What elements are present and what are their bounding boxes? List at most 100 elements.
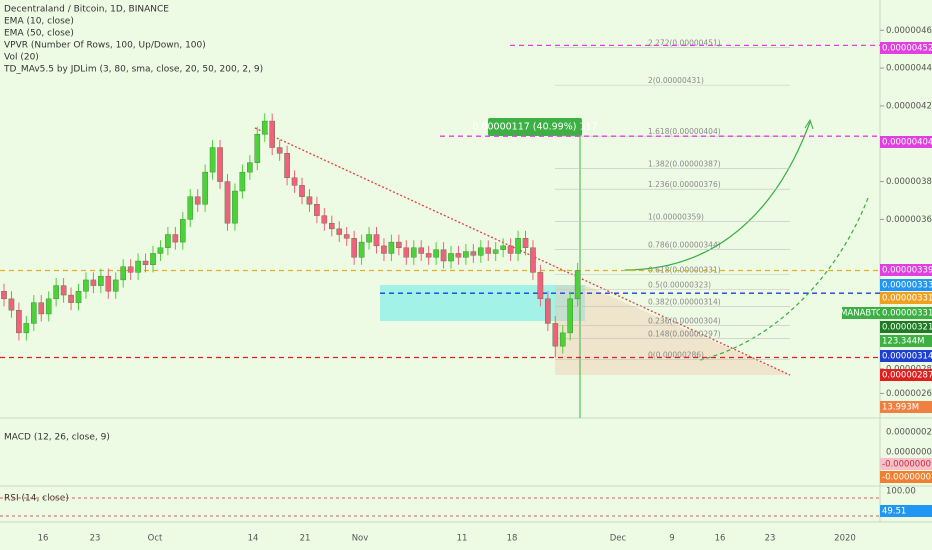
candle-body (105, 275, 112, 292)
price-badge (880, 401, 932, 413)
candle-body (1, 291, 7, 300)
macd-badge-label: -0.00000001 (882, 460, 932, 470)
price-badge (880, 369, 932, 381)
price-badge-label: 0.00000331 (882, 294, 932, 304)
candle-body (552, 323, 559, 347)
fib-label: 0.382(0.00000314) (648, 297, 721, 306)
candle-body (478, 247, 484, 256)
candle-body (418, 247, 425, 254)
candle-body (172, 234, 179, 243)
candle-body (314, 204, 320, 216)
range-box (380, 285, 585, 321)
candle-body (448, 253, 454, 262)
candle-body (574, 270, 581, 300)
candle-body (31, 302, 37, 324)
candle-body (187, 196, 194, 220)
fib-label: 1.382(0.00000387) (648, 159, 721, 168)
candle-body (433, 249, 439, 258)
rsi-badge-label: 49.51 (882, 507, 906, 517)
candle-body (373, 234, 380, 247)
fib-label: 0.148(0.00000297) (648, 330, 721, 339)
candle-body (217, 147, 223, 182)
candle-body (299, 185, 305, 197)
candle-body (455, 253, 462, 258)
candle-body (515, 238, 521, 254)
macd-label: MACD (12, 26, close, 9) (4, 433, 110, 443)
candle-body (336, 228, 343, 235)
macd-badge (880, 458, 932, 470)
x-tick-label: 18 (507, 534, 518, 544)
fib-label: 0.786(0.00000344) (648, 241, 721, 250)
measure-badge (488, 118, 582, 136)
candle-body (530, 247, 536, 273)
candle-body (269, 120, 276, 148)
candle-body (381, 245, 387, 254)
x-tick-label: 23 (90, 534, 101, 544)
candle-body (142, 260, 149, 265)
x-tick-label: 11 (457, 534, 468, 544)
price-badge-label: 0.00000339 (882, 266, 932, 276)
price-badge-label: 0.00000321 (882, 323, 932, 333)
x-tick-label: 16 (715, 534, 726, 544)
candle-body (276, 147, 283, 154)
price-badge-label: 0.00000404 (882, 138, 932, 148)
macd-tick-label: 0.00000000 (886, 448, 932, 458)
legend-entry: TD_MAv5.5 by JDLim (3, 80, sma, close, 2… (3, 65, 263, 75)
legend-entry: EMA (50, close) (4, 29, 74, 39)
x-tick-label: Dec (610, 534, 627, 544)
candle-body (60, 285, 67, 296)
price-badge-label: 0.00000333 (882, 281, 932, 291)
candle-body (53, 285, 59, 300)
candle-body (321, 215, 328, 224)
fib-label: 0.5(0.00000323) (648, 280, 711, 289)
candle-body (83, 279, 89, 292)
macd-badge (880, 471, 932, 483)
legend-entry: EMA (10, close) (4, 17, 74, 27)
candle-body (135, 260, 141, 273)
candle-body (343, 234, 350, 239)
candle-body (522, 238, 529, 248)
candle-body (284, 153, 290, 178)
y-tick-label: 0.00000268 (886, 389, 932, 399)
measure-area (555, 285, 790, 375)
candle-body (559, 332, 566, 347)
legend-entry: Vol (20) (4, 53, 39, 63)
candle-body (291, 177, 298, 186)
candle-body (179, 219, 186, 243)
x-tick-label: Nov (352, 534, 369, 544)
candle-body (165, 234, 171, 248)
price-badge (880, 42, 932, 54)
rsi-badge (880, 505, 932, 517)
x-tick-label: 2020 (834, 534, 856, 544)
candle-body (194, 196, 201, 205)
candle-body (150, 253, 156, 265)
price-badge (880, 321, 932, 333)
x-tick-label: 9 (669, 534, 674, 544)
candle-body (23, 323, 30, 334)
legend-entry: Decentraland / Bitcoin, 1D, BINANCE (4, 5, 169, 15)
candle-body (239, 171, 246, 192)
arrow-head (804, 118, 814, 130)
candle-body (98, 275, 104, 286)
price-badge-label: 0.00000452 (882, 44, 932, 54)
fib-label: 1.618(0.00000404) (648, 127, 721, 136)
candle-body (351, 238, 357, 258)
candle-body (232, 190, 238, 224)
candle-body (202, 171, 208, 205)
projection-arrow (699, 197, 869, 361)
price-badge-label: 123.344M (882, 337, 924, 347)
fib-label: 0(0.00000286) (648, 350, 704, 359)
x-tick-label: 21 (300, 534, 311, 544)
price-badge-label: 13.993M (882, 403, 919, 413)
candle-body (329, 222, 335, 230)
macd-badge-label: -0.00000007 (882, 473, 932, 483)
price-badge (880, 279, 932, 291)
price-badge-label: 0.00000331 (882, 309, 932, 319)
candle-body (38, 302, 45, 315)
candle-body (500, 245, 506, 250)
candle-body (358, 241, 365, 258)
candle-body (463, 251, 469, 258)
